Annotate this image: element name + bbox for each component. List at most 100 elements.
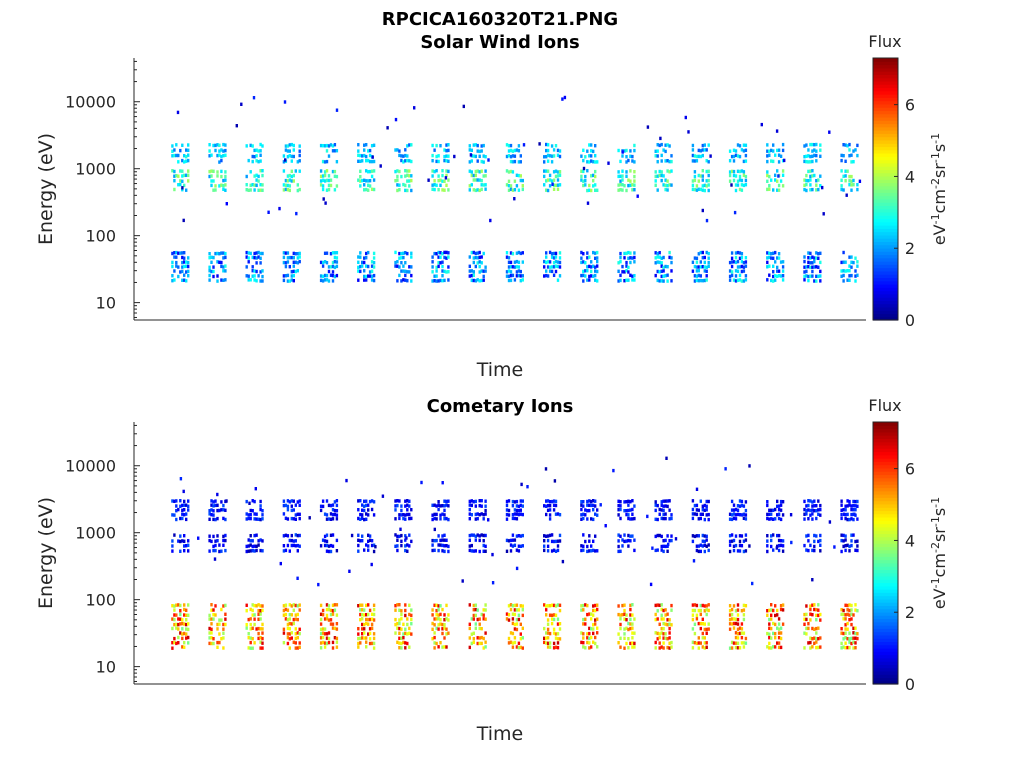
flux-cell: [590, 149, 593, 153]
flux-cell: [249, 627, 252, 631]
flux-cell: [286, 608, 290, 612]
flux-cell: [509, 260, 513, 265]
flux-cell: [468, 184, 471, 188]
flux-cell: [212, 169, 215, 173]
flux-cell: [478, 178, 481, 182]
flux-cell: [554, 144, 558, 148]
flux-cell: [584, 179, 587, 183]
flux-cell: [173, 604, 176, 608]
flux-cell: [372, 187, 376, 192]
flux-cell: [185, 188, 188, 192]
flux-cell: [552, 539, 556, 544]
flux-cell: [848, 183, 851, 187]
flux-cell: [394, 544, 397, 548]
flux-cell: [509, 640, 513, 644]
flux-cell: [705, 250, 708, 255]
colorbar-step: [873, 123, 898, 128]
flux-cell: [480, 627, 483, 631]
flux-cell: [404, 517, 407, 521]
flux-cell: [660, 607, 663, 612]
flux-cell: [664, 512, 667, 516]
flux-cell: [617, 544, 620, 549]
colorbar-step: [873, 166, 898, 170]
flux-cell: [181, 278, 184, 282]
flux-cell: [437, 154, 440, 158]
flux-cell: [185, 544, 188, 548]
flux-cell: [703, 260, 706, 265]
flux-cell: [363, 183, 366, 187]
flux-cell: [253, 251, 256, 256]
flux-cell: [259, 149, 262, 153]
flux-cell: [468, 499, 471, 504]
flux-cell: [253, 148, 256, 153]
flux-cell: [218, 508, 221, 513]
flux-cell: [856, 499, 859, 504]
flux-cell: [288, 617, 291, 621]
flux-cell: [220, 169, 223, 174]
colorbar-step: [873, 477, 898, 482]
flux-cell: [484, 603, 487, 607]
flux-cell: [699, 154, 702, 159]
flux-cell: [730, 256, 734, 260]
flux-cell: [596, 188, 599, 192]
colorbar-step: [873, 277, 898, 282]
flux-cell: [181, 618, 184, 622]
colorbar-unit-solar-wind: eV-1cm-2sr-1s-1: [929, 133, 949, 245]
flux-cell: [594, 256, 597, 260]
flux-cell: [505, 499, 509, 504]
flux-cell: [658, 279, 661, 283]
flux-cell: [185, 512, 188, 516]
flux-cell: [730, 499, 734, 504]
flux-cell: [699, 608, 702, 613]
flux-cell: [447, 154, 450, 158]
flux-cell: [410, 273, 413, 278]
flux-cell: [631, 159, 634, 163]
flux-cell: [294, 533, 297, 537]
flux-cell: [805, 632, 808, 636]
flux-cell: [668, 626, 671, 631]
flux-cell: [282, 274, 286, 278]
flux-cell: [224, 622, 227, 627]
flux-cell: [367, 158, 370, 163]
flux-cell: [809, 508, 812, 513]
flux-cell: [288, 255, 291, 260]
flux-cell: [705, 534, 708, 538]
flux-cell: [777, 256, 781, 260]
flux-cell: [173, 608, 176, 612]
flux-cell: [517, 613, 521, 617]
flux-cell: [181, 188, 184, 192]
colorbar-step: [873, 67, 898, 72]
flux-cell: [697, 508, 700, 512]
flux-cell: [772, 533, 775, 537]
flux-cell: [480, 144, 483, 148]
flux-cell: [218, 622, 221, 626]
flux-cell: [255, 261, 258, 265]
flux-cell: [453, 154, 456, 159]
flux-cell: [222, 627, 225, 631]
flux-cell: [365, 503, 368, 508]
flux-cell: [666, 544, 669, 548]
flux-cell: [817, 613, 820, 618]
flux-cell: [443, 513, 446, 517]
flux-cell: [367, 183, 370, 187]
flux-cell: [517, 173, 521, 178]
flux-cell: [255, 548, 258, 553]
flux-cell: [183, 513, 186, 517]
flux-cell: [372, 632, 376, 636]
flux-cell: [321, 144, 325, 148]
flux-cell: [187, 508, 190, 512]
flux-cell: [482, 274, 485, 279]
flux-cell: [325, 607, 329, 612]
flux-cell: [437, 159, 440, 164]
flux-cell: [367, 544, 370, 548]
flux-cell: [842, 174, 845, 178]
flux-cell: [844, 613, 847, 617]
flux-cell: [365, 159, 368, 163]
flux-cell: [410, 143, 413, 147]
flux-cell: [224, 533, 227, 538]
flux-cell: [627, 533, 630, 538]
flux-cell: [779, 636, 783, 641]
flux-cell: [594, 188, 597, 192]
flux-cell: [472, 278, 475, 283]
flux-cell: [515, 508, 519, 513]
